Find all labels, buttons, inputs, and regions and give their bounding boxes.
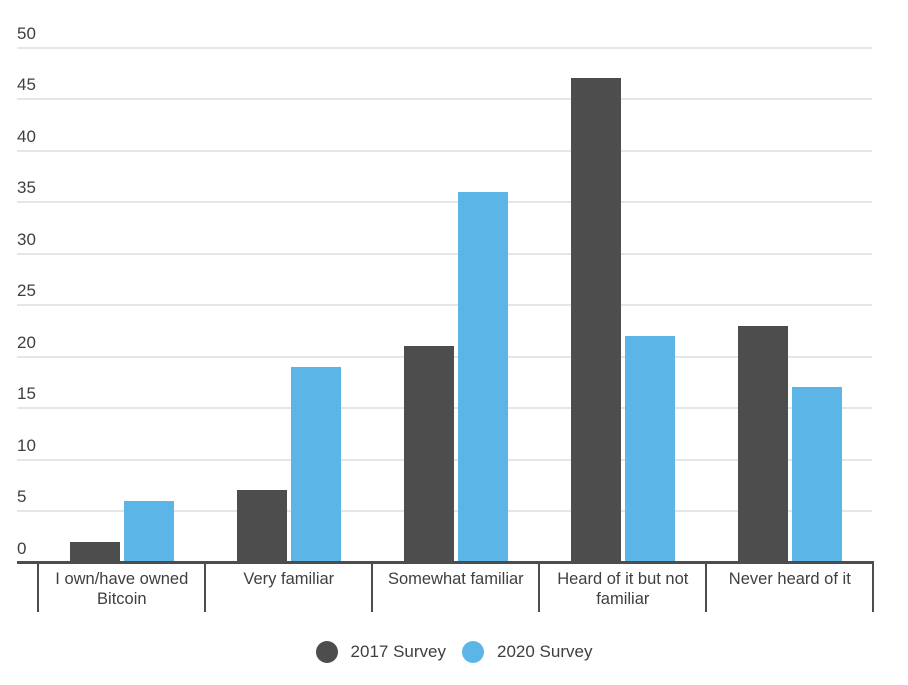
y-tick-label: 25 <box>17 281 36 300</box>
y-tick-label: 15 <box>17 384 36 403</box>
legend-swatch-circle-icon <box>462 641 484 663</box>
bar-2020-survey <box>458 191 509 563</box>
gridline <box>17 304 872 306</box>
category-label: Never heard of it <box>728 570 851 588</box>
category-label: Somewhat familiar <box>387 570 524 588</box>
bar-2017-survey <box>69 541 120 563</box>
x-tick <box>204 561 207 612</box>
x-tick <box>705 561 708 612</box>
category-label: Very familiar <box>243 570 335 588</box>
legend-item: 2020 Survey <box>462 641 592 663</box>
y-tick-label: 0 <box>17 538 27 558</box>
bar-2020-survey <box>792 387 843 563</box>
legend-label: 2017 Survey <box>350 642 446 661</box>
gridline <box>17 201 872 203</box>
y-tick-label: 35 <box>17 178 36 197</box>
gridline <box>17 149 872 152</box>
legend-swatch-circle-icon <box>315 641 338 663</box>
y-tick-label: 30 <box>17 229 36 249</box>
bar-2017-survey <box>403 346 454 563</box>
gridline <box>17 46 872 49</box>
y-tick-label: 45 <box>17 75 36 94</box>
category-label: I own/have owned Bitcoin <box>55 570 189 608</box>
x-tick <box>872 561 875 612</box>
bar-2020-survey <box>291 366 342 563</box>
y-tick-label: 5 <box>17 487 27 506</box>
y-tick-label: 20 <box>17 332 36 352</box>
chart-legend: 2017 Survey 2020 Survey <box>0 641 908 663</box>
y-tick-label: 50 <box>17 23 36 43</box>
bar-2017-survey <box>570 78 621 563</box>
bar-2020-survey <box>124 500 175 563</box>
legend-label: 2020 Survey <box>497 642 593 661</box>
bar-2020-survey <box>625 335 676 563</box>
category-label: Heard of it but not familiar <box>557 570 689 608</box>
x-axis-line <box>17 561 874 564</box>
gridline <box>17 252 872 255</box>
y-tick-label: 40 <box>17 126 36 146</box>
x-tick <box>37 561 40 612</box>
gridline <box>17 98 872 100</box>
bar-2017-survey <box>236 490 287 563</box>
x-tick <box>371 561 374 612</box>
x-tick <box>538 561 541 612</box>
bar-2017-survey <box>737 325 788 563</box>
y-tick-label: 10 <box>17 435 36 455</box>
legend-item: 2017 Survey <box>315 641 446 663</box>
